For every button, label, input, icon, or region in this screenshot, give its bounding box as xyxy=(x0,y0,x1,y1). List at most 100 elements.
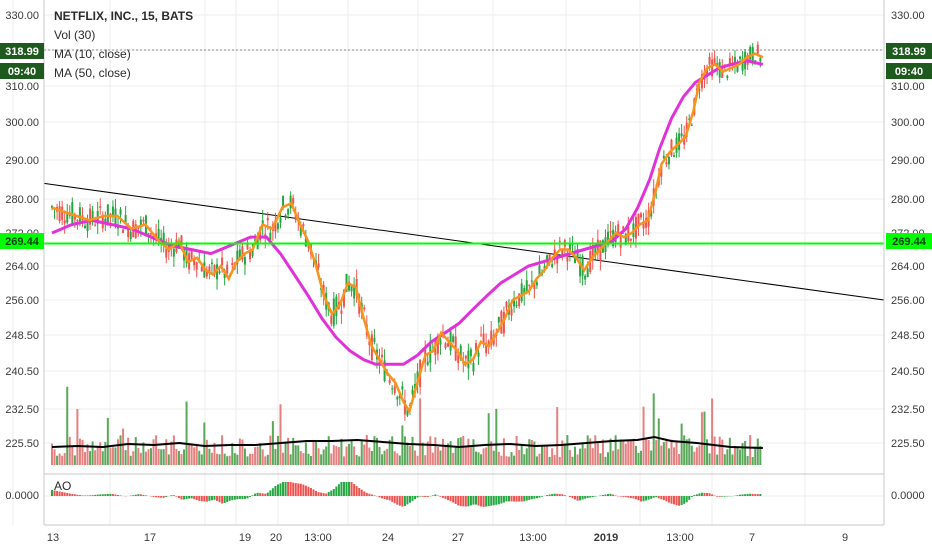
ao-bar xyxy=(457,496,460,506)
legend-ma50[interactable]: MA (50, close) xyxy=(54,66,131,80)
volume-bar xyxy=(434,437,437,465)
volume-bar xyxy=(132,451,135,465)
left-tick-label: 256.00 xyxy=(5,295,39,307)
candle-body xyxy=(726,75,729,79)
volume-bar xyxy=(365,435,368,465)
volume-bar xyxy=(63,453,66,465)
left-tick-label: 240.50 xyxy=(5,366,39,378)
legend-ma10[interactable]: MA (10, close) xyxy=(54,47,131,61)
ao-bar xyxy=(294,483,297,496)
legend-vol[interactable]: Vol (30) xyxy=(54,28,95,42)
ao-bar xyxy=(421,496,424,497)
candle-body xyxy=(76,219,79,221)
volume-bar xyxy=(243,448,246,465)
candle-body xyxy=(444,343,447,348)
volume-bar xyxy=(485,447,488,465)
left-tick-label: 330.00 xyxy=(5,10,39,22)
volume-bar xyxy=(241,439,244,465)
volume-bar xyxy=(396,453,399,465)
ao-bar xyxy=(551,494,554,496)
candle-body xyxy=(736,61,739,72)
candle-body xyxy=(566,253,569,262)
ao-bar xyxy=(309,487,312,496)
ao-bar xyxy=(711,494,714,496)
volume-bar xyxy=(419,398,422,465)
ao-bar xyxy=(251,495,254,496)
candle-body xyxy=(665,162,668,165)
candle-body xyxy=(393,386,396,394)
volume-bar xyxy=(568,449,571,465)
ao-bar xyxy=(416,496,419,498)
volume-bar xyxy=(84,452,87,465)
volume-bar xyxy=(421,442,424,465)
volume-bar xyxy=(703,411,706,465)
volume-bar xyxy=(205,439,208,465)
ao-bar xyxy=(228,496,231,501)
ao-bar xyxy=(756,494,759,496)
ao-bar xyxy=(604,494,607,496)
volume-ma-line xyxy=(51,435,763,449)
volume-bar xyxy=(594,435,597,465)
candle-body xyxy=(172,248,175,257)
volume-bar xyxy=(315,440,318,465)
ao-bar xyxy=(612,494,615,496)
candle-body xyxy=(200,266,203,272)
volume-bar xyxy=(325,446,328,465)
ao-bar xyxy=(172,495,175,496)
candle-body xyxy=(538,265,541,276)
volume-bar xyxy=(137,447,140,465)
ao-bar xyxy=(520,496,523,502)
candle-body xyxy=(165,248,168,258)
candle-body xyxy=(576,249,579,261)
candle-body xyxy=(241,246,244,260)
svg-text:318.99: 318.99 xyxy=(5,46,39,58)
candle-body xyxy=(490,330,493,345)
ma50-line xyxy=(51,59,764,366)
volume-bar xyxy=(185,401,188,465)
candle-body xyxy=(452,336,455,343)
ao-bar xyxy=(579,496,582,501)
ao-bar xyxy=(99,494,102,496)
ao-bar xyxy=(332,489,335,496)
ao-bar xyxy=(345,482,348,496)
volume-bar xyxy=(157,449,160,465)
candle-body xyxy=(447,343,450,347)
ao-label[interactable]: AO xyxy=(54,479,71,493)
volume-bar xyxy=(647,439,650,465)
ao-bar xyxy=(607,494,610,496)
candle-body xyxy=(406,408,409,416)
ao-bar xyxy=(322,493,325,496)
volume-bar xyxy=(634,445,637,465)
volume-bar xyxy=(401,425,404,465)
volume-bar xyxy=(581,442,584,465)
right-tick-label: 310.00 xyxy=(891,81,925,93)
volume-bar xyxy=(104,441,107,465)
ao-bar xyxy=(216,496,219,501)
ao-bar xyxy=(241,496,244,499)
candle-body xyxy=(249,251,252,260)
ao-bar xyxy=(264,493,267,496)
volume-bar xyxy=(279,404,282,465)
candle-body xyxy=(584,275,587,280)
volume-bar xyxy=(332,445,335,465)
time-axis[interactable]: 13 17 19 20 13:00 24 27 13:00 2019 13:00 7 9 xyxy=(47,532,848,544)
volume-bar xyxy=(571,456,574,465)
ao-bar xyxy=(190,496,193,499)
ao-bar xyxy=(411,496,414,501)
ao-bar xyxy=(637,496,640,501)
ao-bar xyxy=(299,483,302,496)
candle-body xyxy=(51,205,53,208)
volume-bar xyxy=(119,435,122,465)
volume-bar xyxy=(109,447,112,465)
volume-bar xyxy=(287,437,290,465)
candle-body xyxy=(243,257,246,265)
volume-bar xyxy=(723,454,726,465)
volume-bar xyxy=(591,448,594,465)
ao-bar xyxy=(114,494,117,496)
volume-bar xyxy=(736,447,739,465)
candle-body xyxy=(287,209,290,215)
candle-body xyxy=(487,340,490,346)
ao-bar xyxy=(518,496,521,502)
ao-bar xyxy=(254,493,257,496)
